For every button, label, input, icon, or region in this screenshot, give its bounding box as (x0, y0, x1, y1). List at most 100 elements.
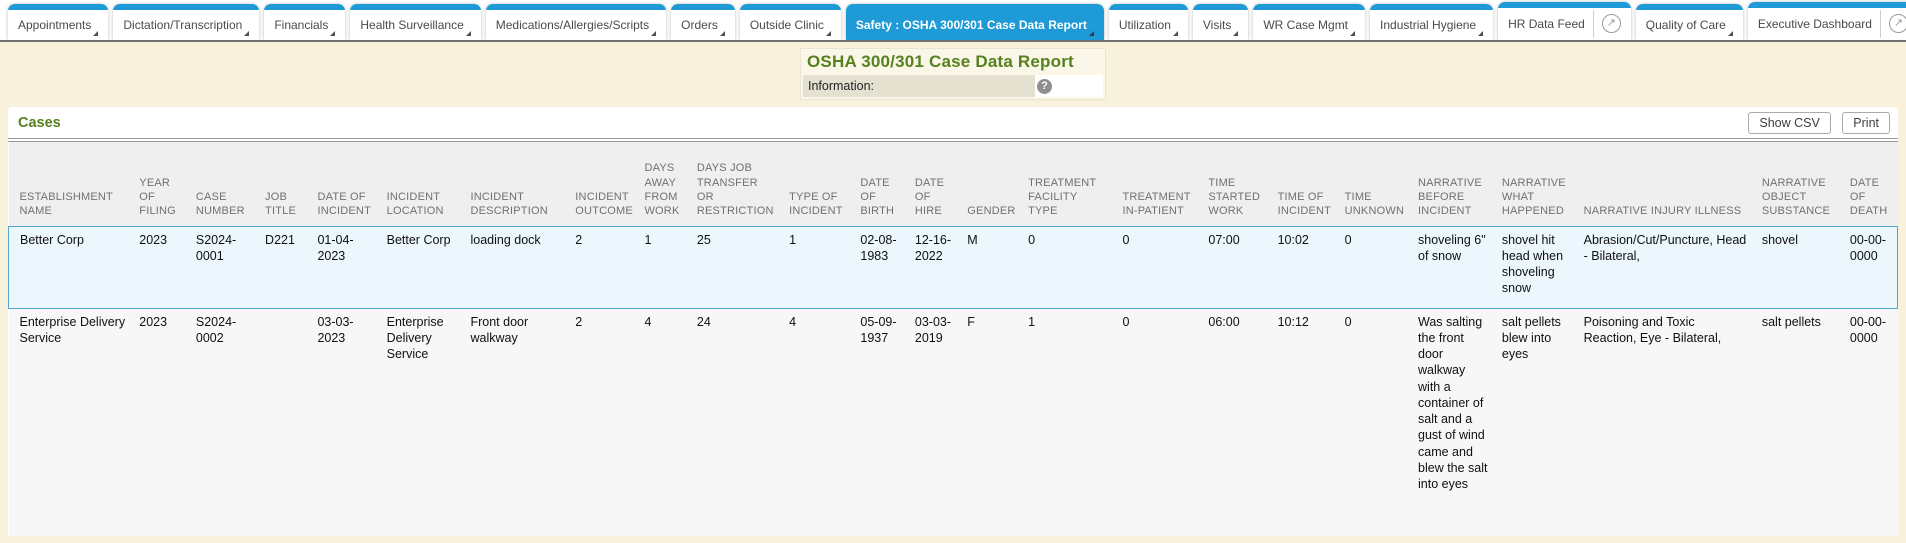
tab-label: Executive Dashboard (1757, 16, 1872, 31)
help-icon[interactable]: ? (1037, 78, 1052, 94)
cell-date-of-hire: 12-16-2022 (909, 225, 963, 309)
cell-incident-description: loading dock (465, 225, 571, 309)
tab-quality-of-care[interactable]: Quality of Care (1635, 4, 1743, 40)
column-header-date-of-incident: DATE OF INCIDENT (312, 142, 382, 226)
tab-label: Dictation/Transcription (123, 17, 243, 32)
cell-days-away-from-work: 1 (639, 225, 692, 309)
cell-date-of-birth: 05-09-1937 (855, 308, 910, 536)
column-header-treatment-in-patient: TREATMENT IN-PATIENT (1117, 142, 1204, 226)
tab-top-cap (1108, 4, 1188, 10)
table-row-1[interactable]: Better Corp 2023 S2024-0001 D221 01-04-2023 B… (8, 225, 1898, 309)
tab-wr-case-mgmt[interactable]: WR Case Mgmt (1253, 4, 1366, 40)
tab-dictation-transcription[interactable]: Dictation/Transcription (113, 4, 260, 40)
tab-safety-osha-300-301-case-data-report[interactable]: Safety : OSHA 300/301 Case Data Report (845, 4, 1104, 40)
cases-title: Cases (18, 115, 61, 131)
column-header-time-started-work: TIME STARTED WORK (1203, 142, 1273, 226)
tab-executive-dashboard[interactable]: Executive Dashboard ↗ (1747, 2, 1906, 40)
tab-label: Health Surveillance (360, 17, 464, 32)
dropdown-indicator-icon (1172, 31, 1178, 36)
dropdown-indicator-icon (244, 31, 250, 36)
report-title-box: OSHA 300/301 Case Data Report Informatio… (800, 48, 1106, 100)
information-bar: Information: ? (803, 75, 1103, 97)
cell-date-of-incident: 03-03-2023 (312, 308, 382, 536)
tab-label: Medications/Allergies/Scripts (495, 17, 650, 32)
cases-table: ESTABLISHMENT NAME YEAR OF FILING CASE NUM… (8, 142, 1898, 536)
show-csv-button[interactable]: Show CSV (1748, 112, 1831, 134)
tab-top-cap (739, 4, 841, 10)
cell-date-of-incident: 01-04-2023 (312, 225, 382, 309)
cell-narrative-injury-illness: Abrasion/Cut/Puncture, Head - Bilateral, (1578, 225, 1757, 309)
dropdown-indicator-icon (93, 31, 99, 36)
cell-narrative-object-substance: salt pellets (1756, 308, 1845, 536)
dropdown-indicator-icon (1233, 31, 1239, 36)
tab-label: Quality of Care (1645, 17, 1726, 32)
print-button[interactable]: Print (1842, 112, 1890, 134)
cell-narrative-what-happened: salt pellets blew into eyes (1496, 308, 1579, 536)
information-input[interactable]: ? (1035, 75, 1103, 97)
tab-label: Financials (274, 17, 329, 32)
cell-treatment-facility-type: 1 (1023, 308, 1118, 536)
page-content: OSHA 300/301 Case Data Report Informatio… (0, 48, 1906, 536)
dropdown-indicator-icon (1350, 31, 1356, 36)
dropdown-indicator-icon (465, 31, 471, 36)
tab-appointments[interactable]: Appointments (8, 4, 109, 40)
cell-case-number: S2024-0001 (190, 225, 261, 309)
tab-top-cap (8, 4, 109, 10)
cell-time-started-work: 07:00 (1203, 225, 1273, 309)
tab-industrial-hygiene[interactable]: Industrial Hygiene (1370, 4, 1494, 40)
cell-treatment-in-patient: 0 (1117, 225, 1204, 309)
tab-divider (1592, 10, 1594, 38)
tab-top-cap (845, 4, 1104, 10)
tab-visits[interactable]: Visits (1192, 4, 1249, 40)
cell-days-job-transfer-or-restriction: 25 (691, 225, 785, 309)
cell-incident-location: Better Corp (381, 225, 466, 309)
tab-top-cap (485, 4, 667, 10)
column-header-date-of-hire: DATE OF HIRE (909, 142, 963, 226)
cell-narrative-object-substance: shovel (1756, 225, 1845, 309)
dropdown-indicator-icon (651, 31, 657, 36)
cell-narrative-what-happened: shovel hit head when shoveling snow (1496, 225, 1579, 309)
cell-days-away-from-work: 4 (639, 308, 692, 536)
external-link-icon: ↗ (1888, 14, 1906, 33)
column-header-days-away-from-work: DAYS AWAY FROM WORK (639, 142, 692, 226)
cell-type-of-incident: 4 (784, 308, 856, 536)
cell-incident-outcome: 2 (570, 225, 640, 309)
cell-date-of-death: 00-00-0000 (1844, 225, 1898, 309)
cell-establishment-name: Better Corp (8, 225, 135, 309)
tab-label: Visits (1202, 17, 1232, 32)
cell-time-unknown: 0 (1339, 308, 1414, 536)
tab-financials[interactable]: Financials (264, 4, 346, 40)
dropdown-indicator-icon (1727, 31, 1733, 36)
tab-divider (1879, 10, 1881, 38)
dropdown-indicator-icon (825, 31, 831, 36)
tab-label: Utilization (1118, 17, 1171, 32)
cell-narrative-before-incident: shoveling 6" of snow (1413, 225, 1497, 309)
tab-label: Safety : OSHA 300/301 Case Data Report (855, 17, 1087, 32)
dropdown-indicator-icon (330, 31, 336, 36)
column-header-incident-description: INCIDENT DESCRIPTION (465, 142, 571, 226)
column-header-narrative-before-incident: NARRATIVE BEFORE INCIDENT (1413, 142, 1497, 226)
tab-utilization[interactable]: Utilization (1108, 4, 1188, 40)
cell-gender: M (962, 225, 1024, 309)
table-row-2[interactable]: Enterprise Delivery Service 2023 S2024-000… (8, 308, 1898, 536)
column-header-date-of-death: DATE OF DEATH (1844, 142, 1898, 226)
cell-establishment-name: Enterprise Delivery Service (8, 308, 135, 536)
cell-days-job-transfer-or-restriction: 24 (691, 308, 785, 536)
tab-bar: Appointments Dictation/Transcription Finan… (0, 0, 1906, 42)
page-title: OSHA 300/301 Case Data Report (807, 52, 1074, 71)
tab-outside-clinic[interactable]: Outside Clinic (739, 4, 841, 40)
tab-health-surveillance[interactable]: Health Surveillance (350, 4, 481, 40)
external-link-icon: ↗ (1601, 14, 1621, 33)
cell-case-number: S2024-0002 (190, 308, 261, 536)
tab-medications-allergies-scripts[interactable]: Medications/Allergies/Scripts (485, 4, 667, 40)
tab-label: Appointments (18, 17, 92, 32)
tab-top-cap (1635, 4, 1743, 10)
tab-top-cap (1747, 2, 1906, 8)
tab-label: Outside Clinic (749, 17, 824, 32)
tab-hr-data-feed[interactable]: HR Data Feed ↗ (1498, 2, 1631, 40)
cell-time-of-incident: 10:02 (1272, 225, 1340, 309)
dropdown-indicator-icon (1478, 31, 1484, 36)
column-header-incident-location: INCIDENT LOCATION (381, 142, 466, 226)
cell-narrative-before-incident: Was salting the front door walkway with … (1413, 308, 1497, 536)
tab-orders[interactable]: Orders (671, 4, 735, 40)
